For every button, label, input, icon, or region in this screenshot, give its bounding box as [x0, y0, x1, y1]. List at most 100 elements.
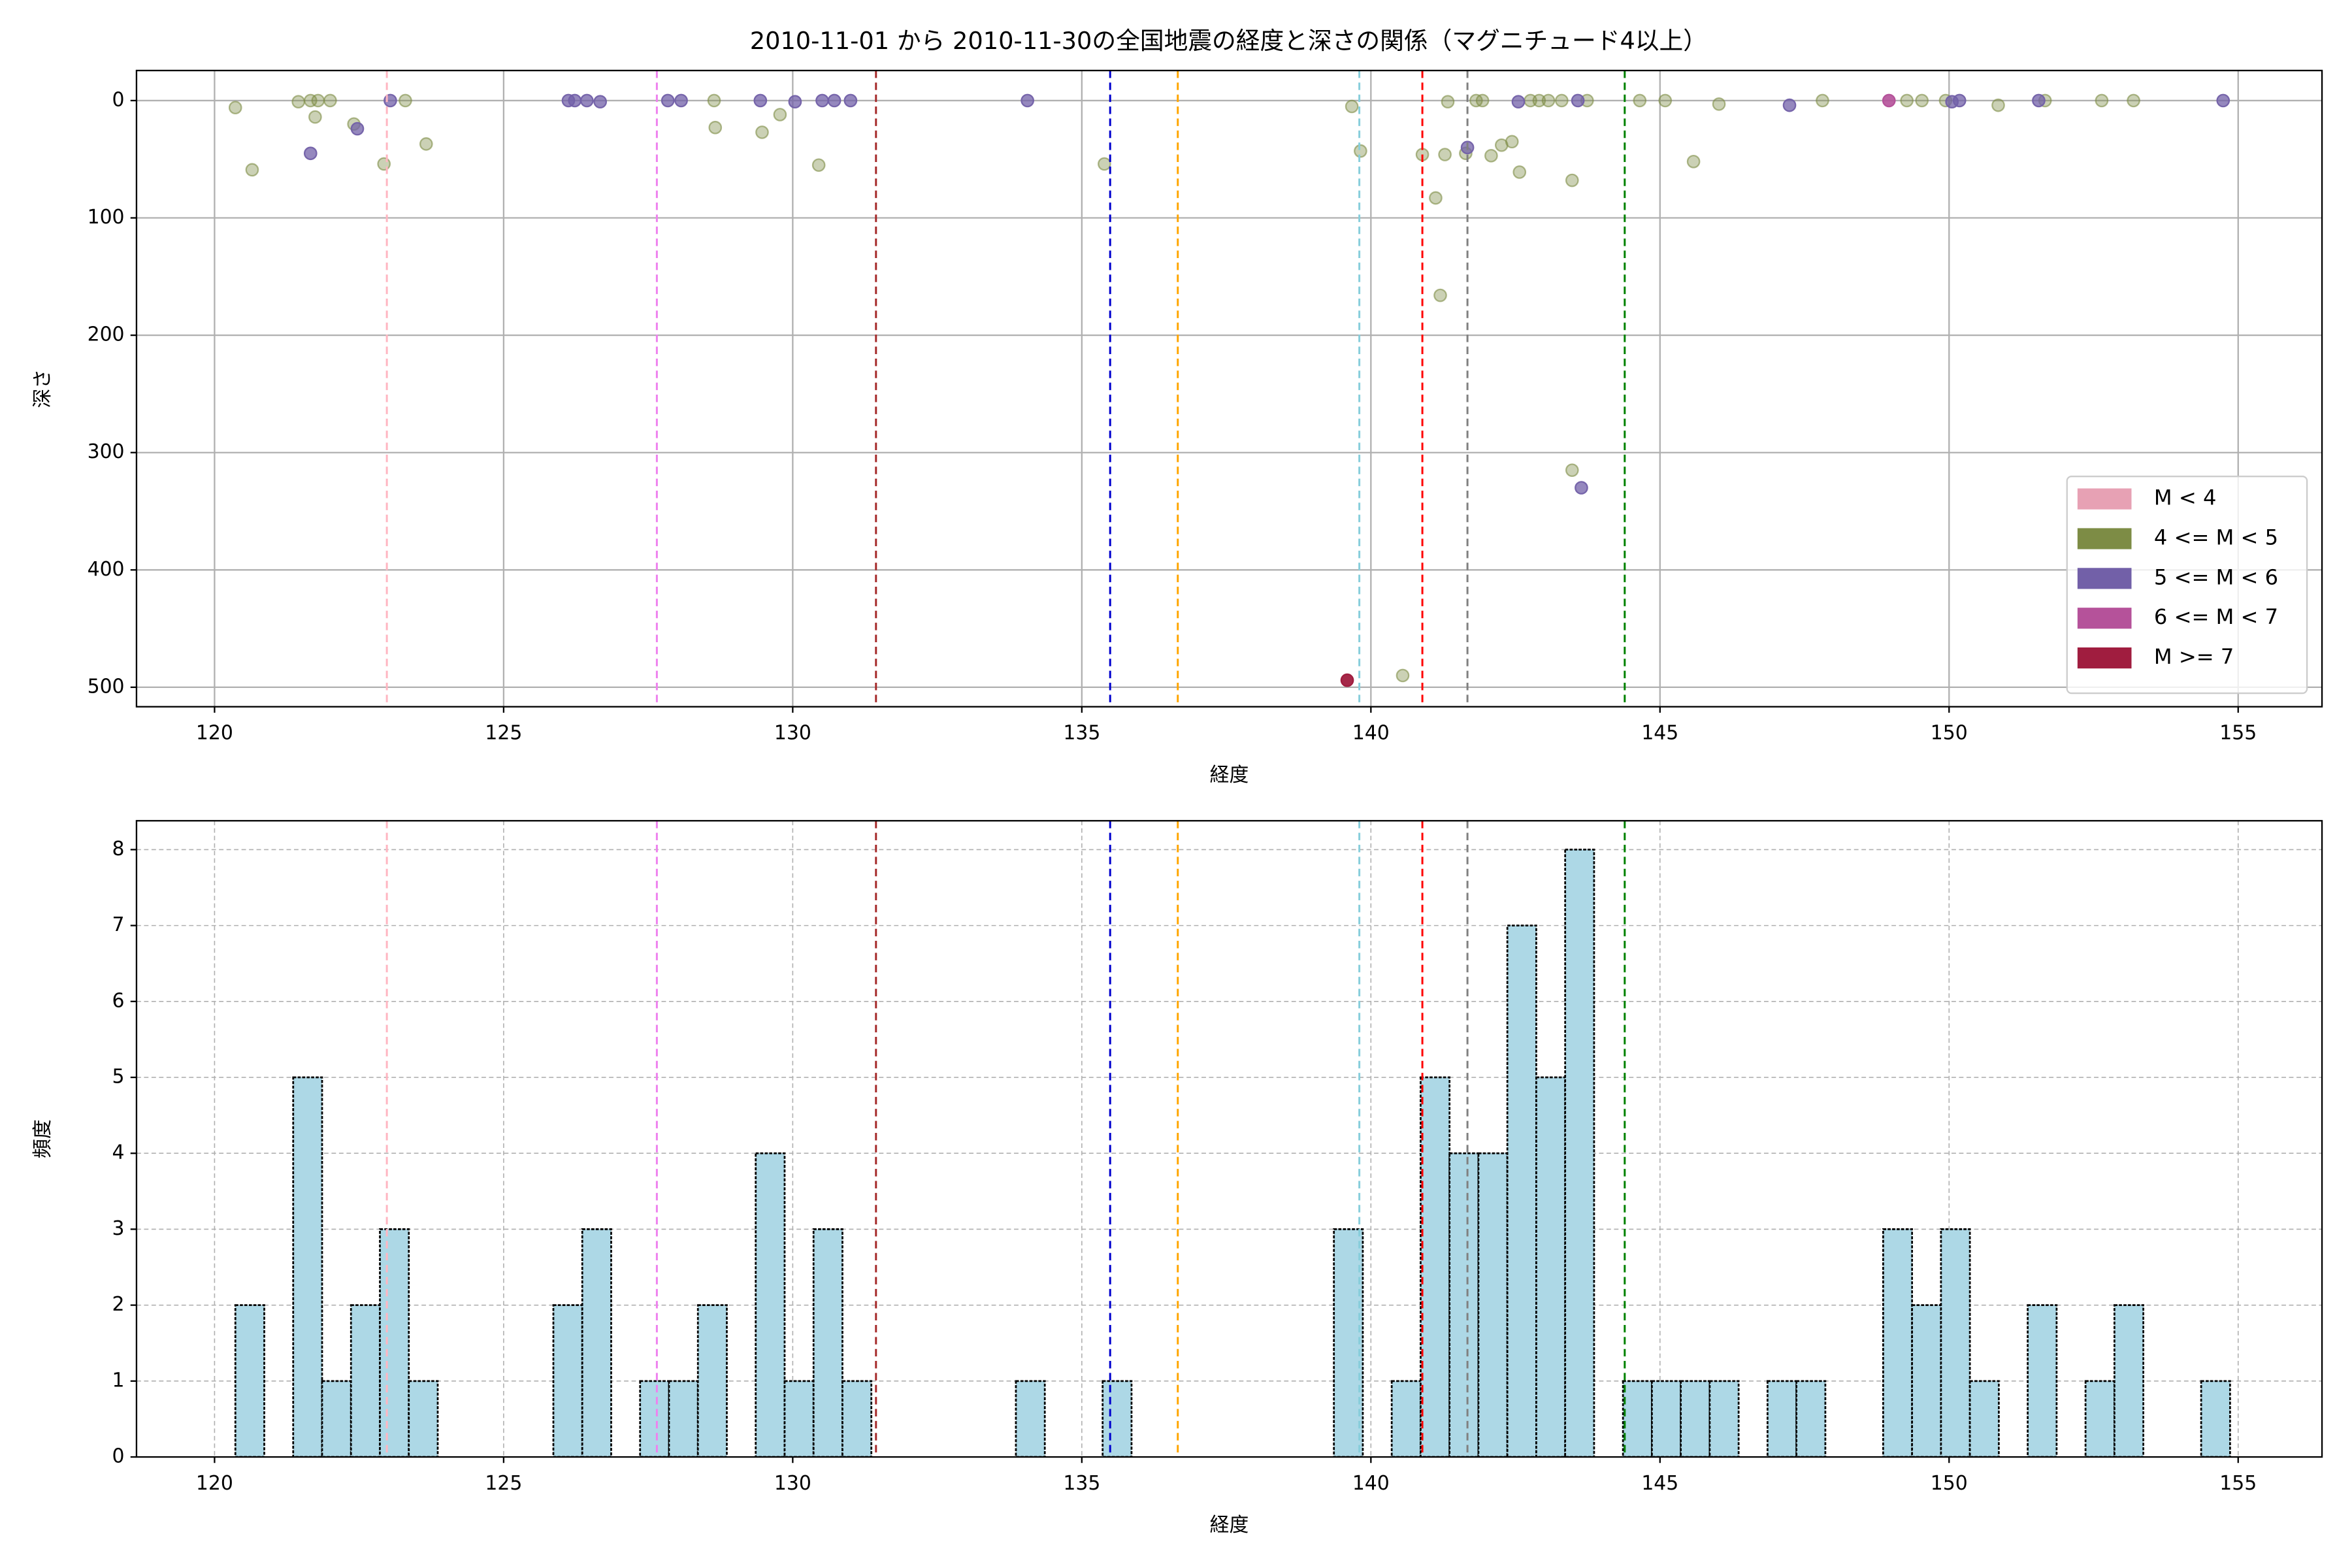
point	[753, 93, 768, 108]
point	[1900, 93, 1914, 108]
point	[1571, 93, 1585, 108]
bar	[552, 1304, 583, 1458]
y-tick-label: 300	[88, 440, 125, 463]
bar	[1882, 1228, 1914, 1458]
point	[1782, 98, 1797, 112]
x-tick-label: 130	[774, 1472, 811, 1495]
point	[788, 95, 802, 109]
bar	[1420, 1076, 1451, 1458]
legend-label: M >= 7	[2154, 644, 2234, 669]
axes-frame	[135, 820, 2323, 1458]
x-tick-label: 150	[1931, 722, 1968, 745]
point	[1396, 668, 1410, 683]
bar	[350, 1304, 381, 1458]
point	[593, 95, 607, 109]
plot-area	[136, 70, 2323, 707]
point	[350, 122, 365, 136]
y-tick-label: 2	[112, 1293, 125, 1316]
y-tick-label: 1	[112, 1369, 125, 1392]
bar	[292, 1076, 323, 1458]
point	[419, 137, 433, 151]
x-tick-label: 155	[2219, 722, 2257, 745]
bar	[379, 1228, 410, 1458]
bar	[1564, 849, 1595, 1458]
point	[707, 93, 721, 108]
point	[1484, 148, 1498, 163]
point	[1021, 93, 1034, 108]
point	[1433, 288, 1447, 302]
x-axis-label: 経度	[1210, 1514, 1249, 1537]
point	[580, 93, 594, 108]
y-axis-label: 頻度	[31, 1119, 54, 1158]
legend-swatch	[2077, 488, 2132, 510]
point	[1712, 97, 1726, 111]
point	[674, 93, 688, 108]
y-tick-label: 4	[112, 1141, 125, 1164]
point	[1532, 93, 1546, 108]
point	[1098, 157, 1111, 171]
point	[773, 108, 787, 122]
point	[2095, 93, 2109, 108]
y-tick-label: 7	[112, 913, 125, 936]
point	[303, 146, 318, 161]
x-tick-label: 140	[1352, 1472, 1390, 1495]
point	[1505, 135, 1519, 149]
y-tick-label: 0	[112, 1445, 125, 1468]
point	[245, 163, 259, 177]
point	[291, 95, 306, 109]
point	[399, 93, 412, 108]
point	[1429, 191, 1443, 205]
point	[1565, 463, 1579, 477]
bar	[2084, 1380, 2115, 1458]
x-tick-label: 120	[196, 722, 233, 745]
y-axis-label: 深さ	[31, 369, 54, 408]
bar	[1333, 1228, 1364, 1458]
point	[1633, 93, 1647, 108]
y-tick-label: 5	[112, 1066, 125, 1088]
point	[2216, 93, 2230, 108]
legend-label: 4 <= M < 5	[2154, 525, 2278, 549]
bar	[755, 1152, 786, 1458]
point	[1816, 93, 1829, 108]
bar	[812, 1228, 843, 1458]
bar	[783, 1380, 815, 1458]
x-tick-label: 120	[196, 1472, 233, 1495]
legend-label: M < 4	[2154, 485, 2216, 510]
point	[755, 125, 769, 139]
y-tick-label: 3	[112, 1217, 125, 1240]
bar	[581, 1228, 612, 1458]
point	[377, 157, 391, 171]
y-tick-label: 500	[88, 675, 125, 698]
point	[568, 93, 582, 108]
point	[661, 93, 675, 108]
legend-label: 5 <= M < 6	[2154, 564, 2278, 589]
bar	[1968, 1380, 2000, 1458]
y-tick-label: 0	[112, 88, 125, 111]
point	[843, 93, 858, 108]
y-tick-label: 8	[112, 838, 125, 860]
bar	[1506, 924, 1537, 1458]
point	[1438, 148, 1452, 161]
bar	[639, 1380, 670, 1458]
x-tick-label: 130	[774, 722, 811, 745]
point	[1915, 93, 1929, 108]
point	[1882, 93, 1896, 108]
bar	[2027, 1304, 2058, 1458]
bar	[1390, 1380, 1422, 1458]
point	[1575, 481, 1588, 495]
chart-title: 2010-11-01 から 2010-11-30の全国地震の経度と深さの関係（マ…	[750, 27, 1707, 55]
legend-swatch	[2077, 568, 2132, 589]
x-tick-label: 125	[485, 722, 522, 745]
bar	[668, 1380, 699, 1458]
bar	[1767, 1380, 1798, 1458]
y-tick-label: 100	[88, 206, 125, 229]
x-tick-label: 155	[2219, 1472, 2257, 1495]
point	[811, 158, 826, 172]
bar	[2114, 1304, 2145, 1458]
bar	[2200, 1380, 2231, 1458]
point	[1441, 95, 1455, 109]
point	[323, 93, 337, 108]
bar	[1448, 1152, 1480, 1458]
